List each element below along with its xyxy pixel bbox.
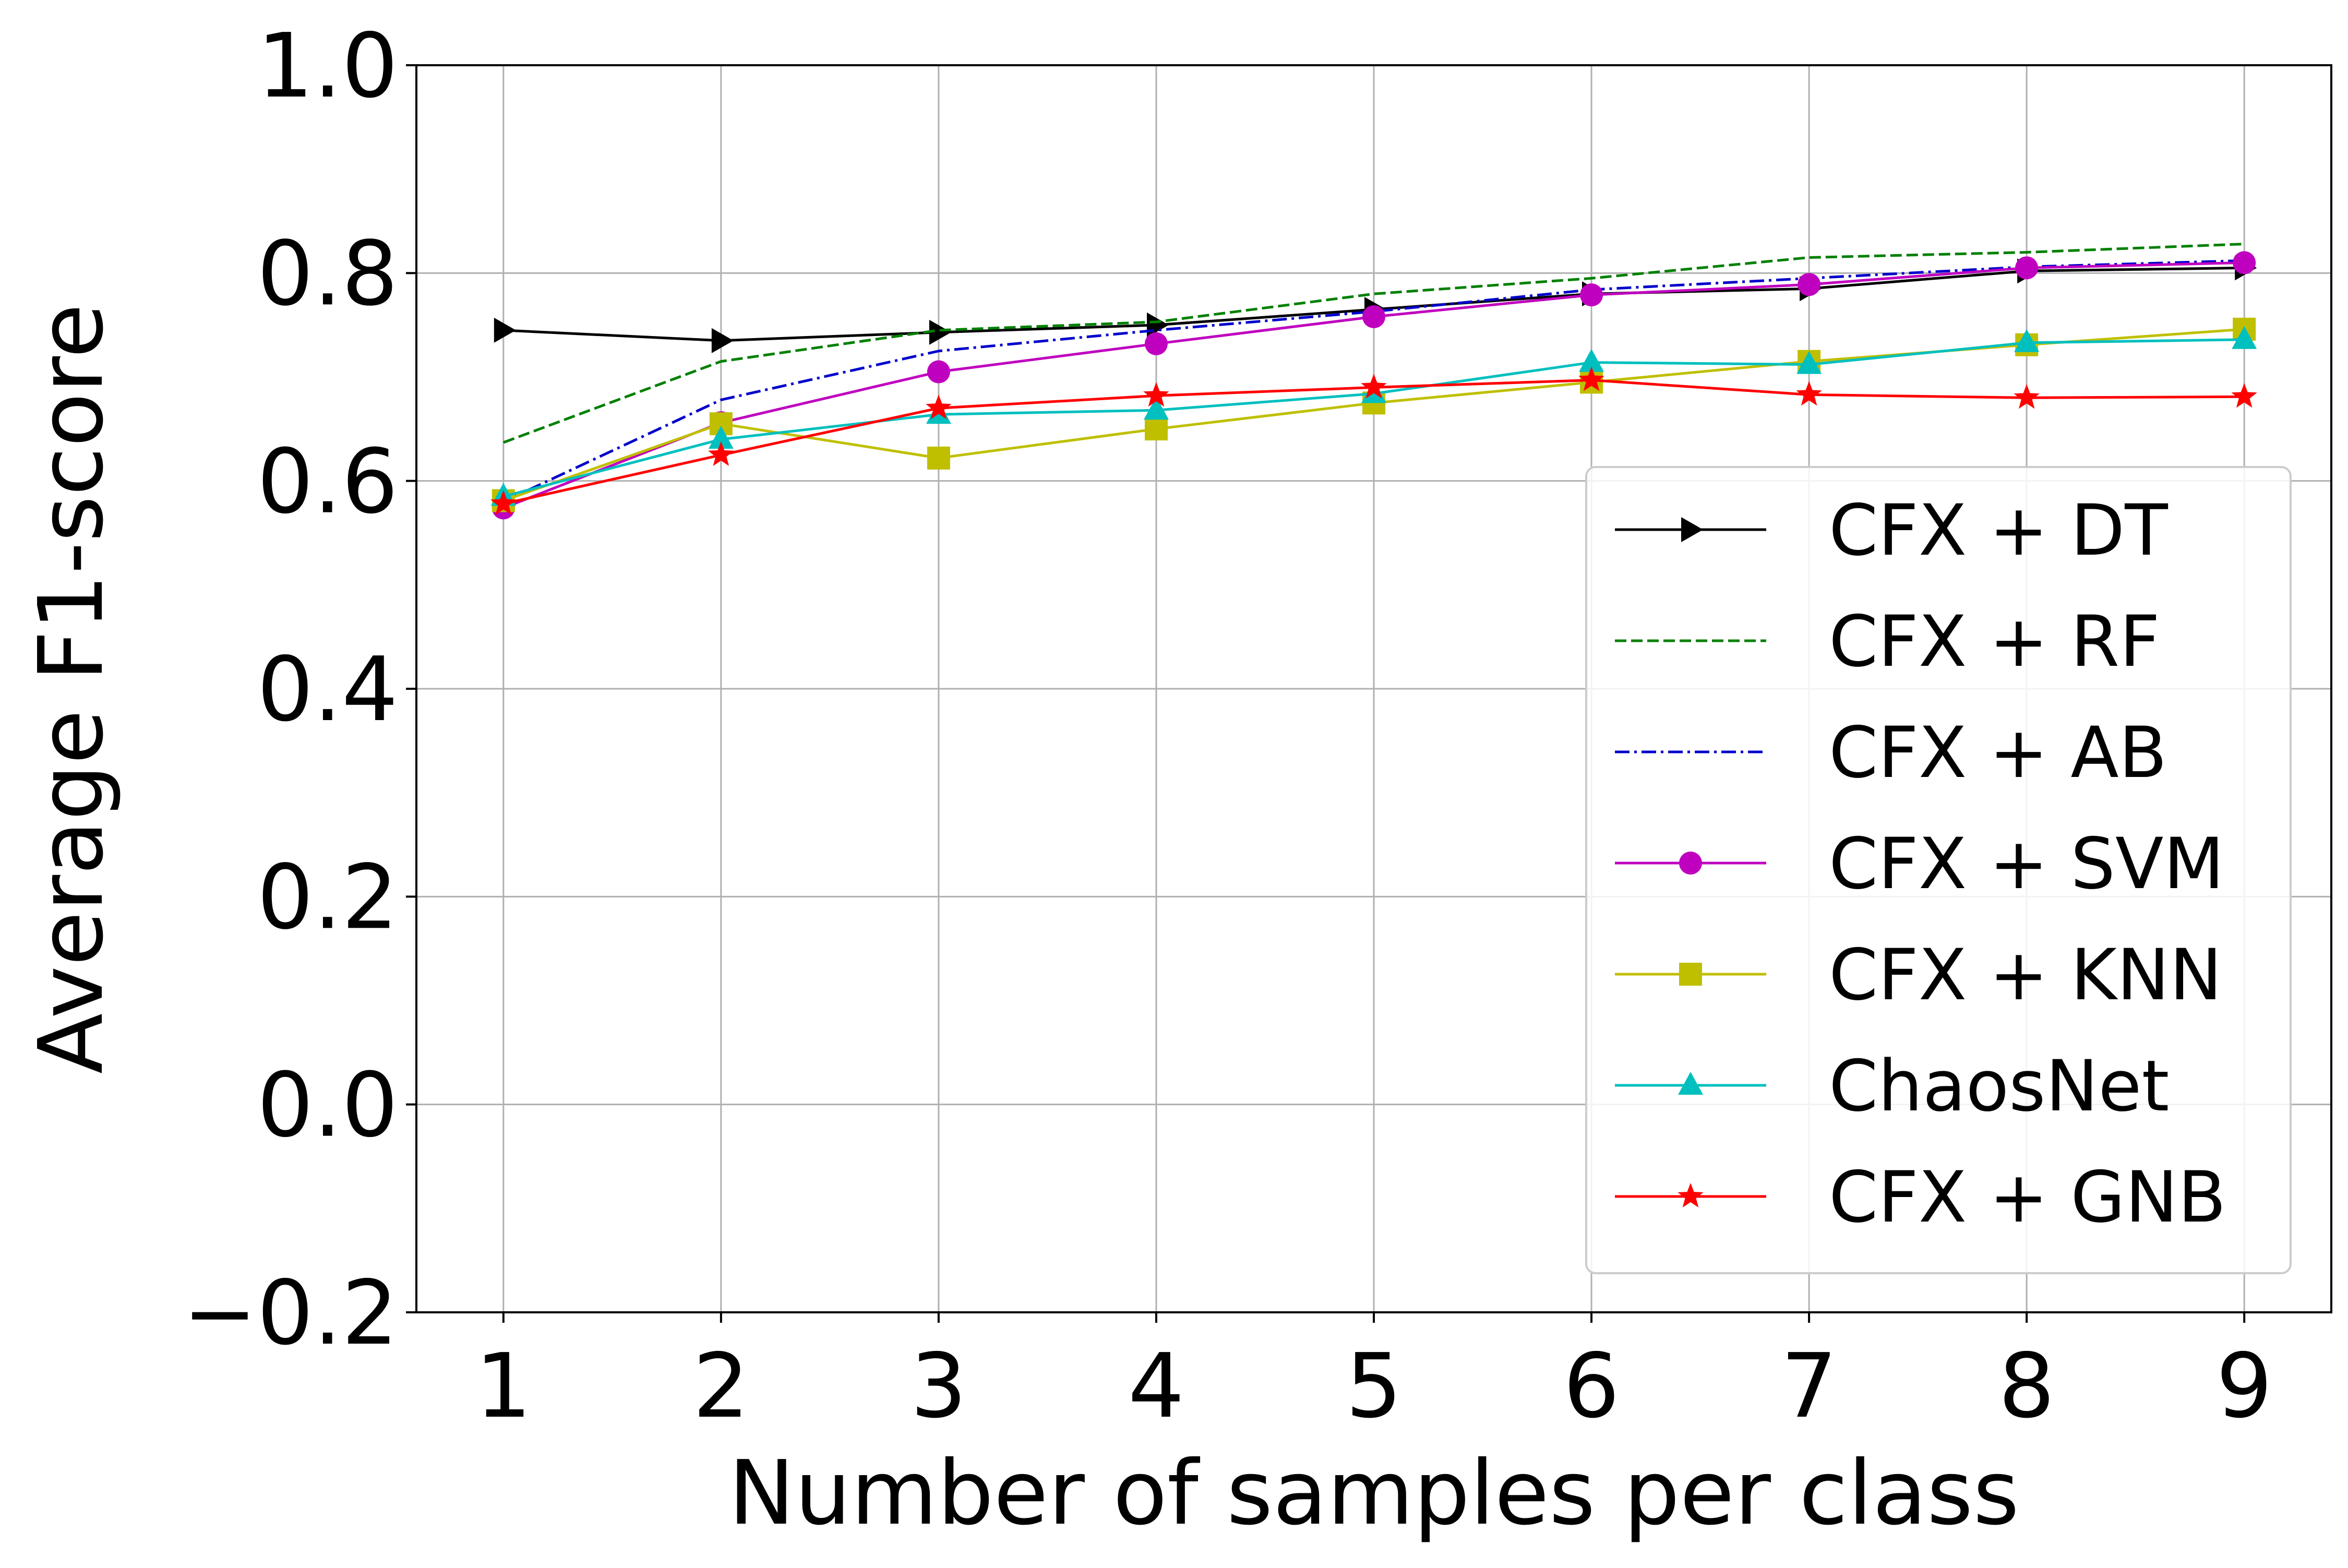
data-point: [494, 317, 516, 343]
data-point: [929, 319, 951, 345]
data-point: [927, 446, 950, 470]
data-point: [1579, 349, 1604, 372]
legend-marker: [1681, 517, 1703, 542]
data-point: [1143, 382, 1169, 407]
y-axis-label: Average F1-score: [20, 304, 123, 1074]
legend-marker: [1679, 963, 1702, 986]
legend-entry: CFX + GNB: [1615, 1156, 2226, 1238]
data-point: [1362, 305, 1385, 328]
legend-marker: [1678, 1072, 1703, 1095]
legend-label: CFX + RF: [1829, 601, 2160, 683]
x-tick-label: 2: [693, 1335, 749, 1438]
legend-label: ChaosNet: [1829, 1045, 2169, 1127]
data-point: [2014, 384, 2040, 409]
x-tick-label: 6: [1563, 1335, 1620, 1438]
data-point: [2232, 326, 2257, 349]
data-point: [1796, 351, 1822, 374]
y-tick-label: 1.0: [257, 15, 398, 118]
legend-label: CFX + SVM: [1829, 823, 2224, 905]
x-tick-label: 4: [1128, 1335, 1184, 1438]
x-tick-label: 7: [1781, 1335, 1837, 1438]
y-tick-label: 0.8: [257, 222, 398, 326]
data-point: [1578, 366, 1604, 391]
series-6: [490, 366, 2257, 515]
series-line: [502, 259, 2245, 503]
data-point: [2014, 329, 2040, 352]
data-point: [1796, 381, 1822, 406]
x-tick-label: 8: [1998, 1335, 2055, 1438]
x-tick-label: 1: [475, 1335, 532, 1438]
data-point: [1798, 273, 1821, 296]
data-point: [2015, 256, 2039, 280]
series-2: [502, 259, 2245, 503]
legend: CFX + DT CFX + RF CFX + AB CFX + SVM CFX + K…: [1585, 466, 2292, 1274]
y-tick-label: −0.2: [183, 1262, 398, 1365]
data-point: [2233, 251, 2256, 274]
legend-marker: [1679, 852, 1702, 875]
data-point: [926, 394, 952, 420]
y-tick-label: 0.4: [257, 638, 398, 741]
x-tick-label: 3: [911, 1335, 967, 1438]
data-point: [1580, 283, 1603, 307]
legend-label: CFX + GNB: [1829, 1156, 2226, 1238]
legend-entry: CFX + DT: [1615, 489, 2168, 571]
y-tick-label: 0.6: [257, 430, 398, 534]
x-tick-label: 9: [2216, 1335, 2272, 1438]
data-point: [490, 490, 517, 515]
legend-entry: CFX + RF: [1615, 601, 2160, 683]
legend-marker: [1678, 1183, 1704, 1207]
x-tick-label: 5: [1346, 1335, 1402, 1438]
legend-label: CFX + DT: [1829, 489, 2168, 571]
data-point: [711, 328, 734, 353]
data-point: [1143, 397, 1169, 420]
legend-label: CFX + KNN: [1829, 934, 2222, 1016]
data-point: [1144, 417, 1168, 441]
series-group: [490, 243, 2257, 520]
axis-ticks: 1 2 3 4 5 6 7 8 9 −0.2 0.0 0.2 0.4 0.6 0.8 1.0: [183, 15, 2272, 1438]
data-point: [1361, 374, 1387, 399]
legend-entry: CFX + SVM: [1615, 823, 2224, 905]
legend-label: CFX + AB: [1829, 712, 2167, 794]
data-point: [2231, 383, 2257, 408]
y-tick-label: 0.2: [257, 846, 398, 949]
legend-entry: CFX + AB: [1615, 712, 2167, 794]
legend-entry: ChaosNet: [1615, 1045, 2169, 1127]
data-point: [927, 360, 950, 384]
y-tick-label: 0.0: [257, 1054, 398, 1157]
data-point: [708, 441, 734, 466]
legend-box: [1585, 466, 2292, 1274]
data-point: [1144, 332, 1168, 355]
x-axis-label: Number of samples per class: [728, 1442, 2019, 1545]
data-point: [708, 426, 734, 449]
legend-entry: CFX + KNN: [1615, 934, 2222, 1016]
